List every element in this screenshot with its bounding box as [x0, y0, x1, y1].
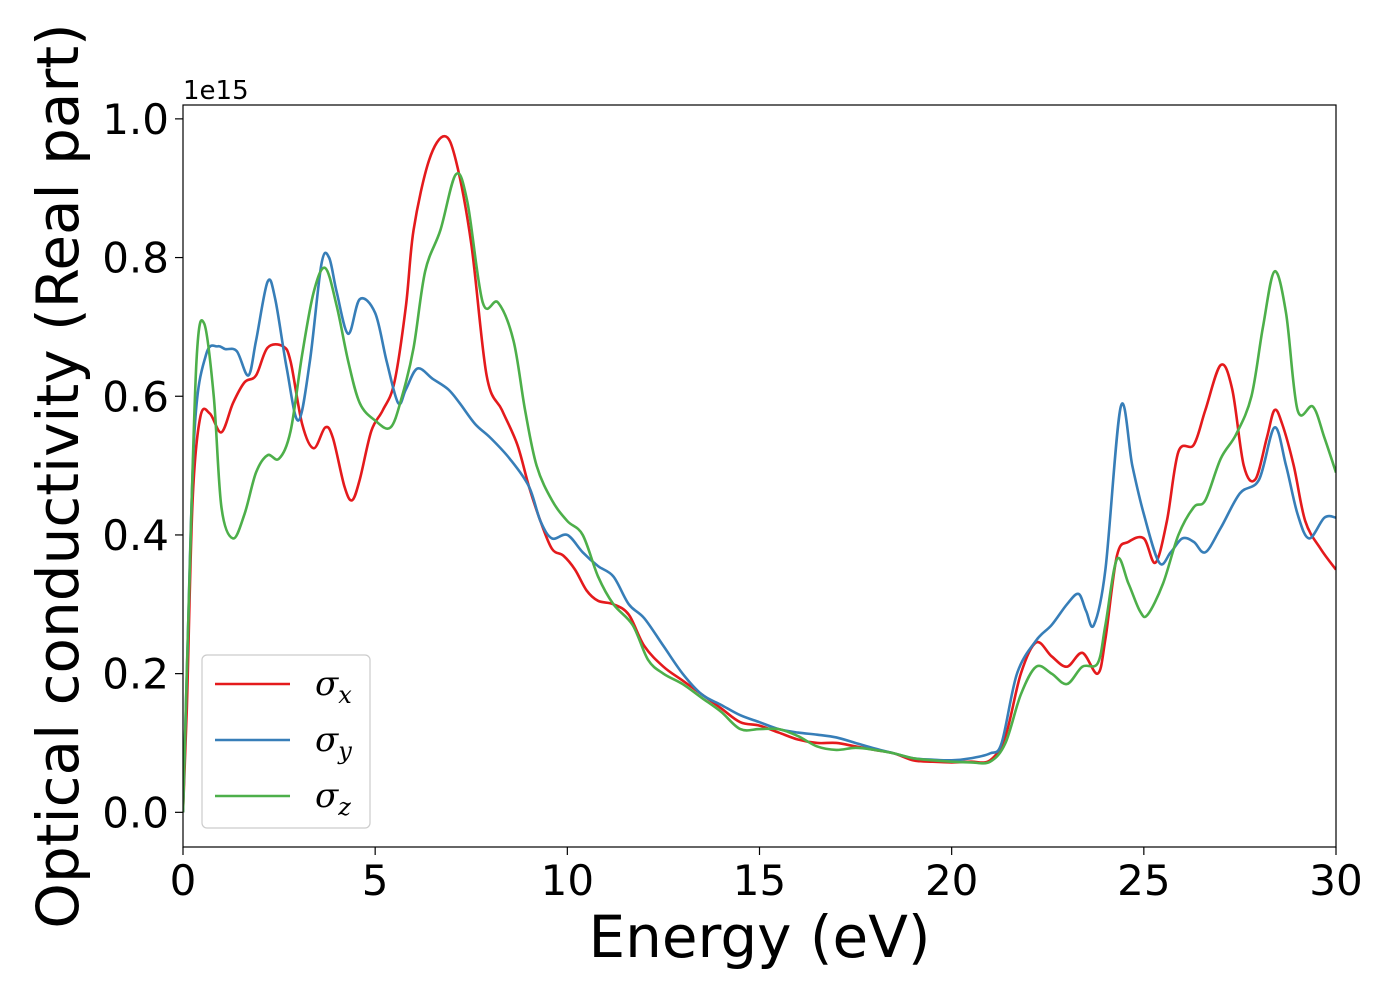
y-tick-label: 0.0	[102, 788, 169, 837]
x-tick-label: 10	[541, 856, 594, 905]
legend-label-z: σz	[315, 776, 351, 821]
y-axis-ticks: 0.0 0.2 0.4 0.6 0.8 1.0	[102, 95, 183, 837]
series-line-z	[183, 172, 1336, 813]
y-tick-label: 0.4	[102, 511, 169, 560]
y-tick-label: 0.8	[102, 234, 169, 283]
x-tick-label: 30	[1309, 856, 1362, 905]
x-tick-label: 20	[925, 856, 978, 905]
y-tick-label: 0.2	[102, 650, 169, 699]
x-tick-label: 15	[733, 856, 786, 905]
series-line-y	[183, 251, 1336, 813]
y-axis-label: Optical conductivity (Real part)	[24, 23, 92, 928]
legend: σx σy σz	[201, 654, 371, 829]
x-tick-label: 0	[170, 856, 197, 905]
legend-box	[201, 654, 371, 829]
series-layer	[183, 134, 1336, 813]
x-axis-label: Energy (eV)	[588, 903, 930, 971]
x-axis-ticks: 0 5 10 15 20 25 30	[170, 847, 1363, 905]
legend-label-y: σy	[315, 720, 352, 765]
x-tick-label: 25	[1117, 856, 1170, 905]
series-line-x	[183, 134, 1336, 813]
legend-label-x: σx	[315, 664, 352, 709]
x-tick-label: 5	[362, 856, 389, 905]
y-tick-label: 0.6	[102, 372, 169, 421]
y-tick-label: 1.0	[102, 95, 169, 144]
y-axis-offset-label: 1e15	[183, 76, 249, 106]
